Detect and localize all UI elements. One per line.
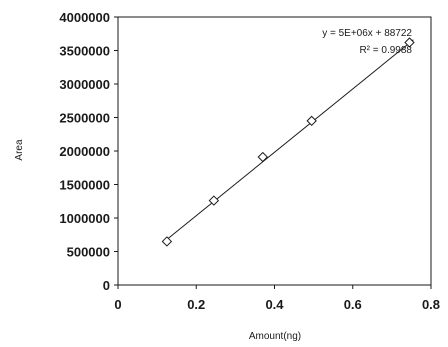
data-point bbox=[307, 116, 316, 125]
trendline-equation: y = 5E+06x + 88722 bbox=[322, 28, 412, 39]
y-axis-label: Area bbox=[14, 139, 25, 161]
trendline bbox=[163, 40, 413, 243]
y-tick-label: 2500000 bbox=[59, 111, 110, 126]
data-point bbox=[162, 237, 171, 246]
y-tick-label: 3000000 bbox=[59, 77, 110, 92]
y-tick-label: 1000000 bbox=[59, 211, 110, 226]
y-tick-label: 2000000 bbox=[59, 144, 110, 159]
points-layer bbox=[162, 38, 414, 246]
axes-layer bbox=[118, 17, 431, 285]
x-tick-label: 0.2 bbox=[187, 297, 205, 312]
r-squared-label: R² = 0.9988 bbox=[359, 45, 412, 56]
y-tick-label: 4000000 bbox=[59, 10, 110, 25]
y-tick-label: 500000 bbox=[67, 245, 110, 260]
x-tick-label: 0 bbox=[114, 297, 121, 312]
plot-frame bbox=[118, 17, 431, 285]
y-tick-label: 3500000 bbox=[59, 44, 110, 59]
x-axis-label: Amount(ng) bbox=[249, 331, 301, 342]
data-point bbox=[258, 153, 267, 162]
x-tick-label: 0.8 bbox=[422, 297, 440, 312]
trendline-layer bbox=[163, 40, 413, 243]
y-tick-label: 1500000 bbox=[59, 178, 110, 193]
x-tick-label: 0.6 bbox=[344, 297, 362, 312]
y-tick-label: 0 bbox=[103, 278, 110, 293]
x-tick-label: 0.4 bbox=[265, 297, 284, 312]
